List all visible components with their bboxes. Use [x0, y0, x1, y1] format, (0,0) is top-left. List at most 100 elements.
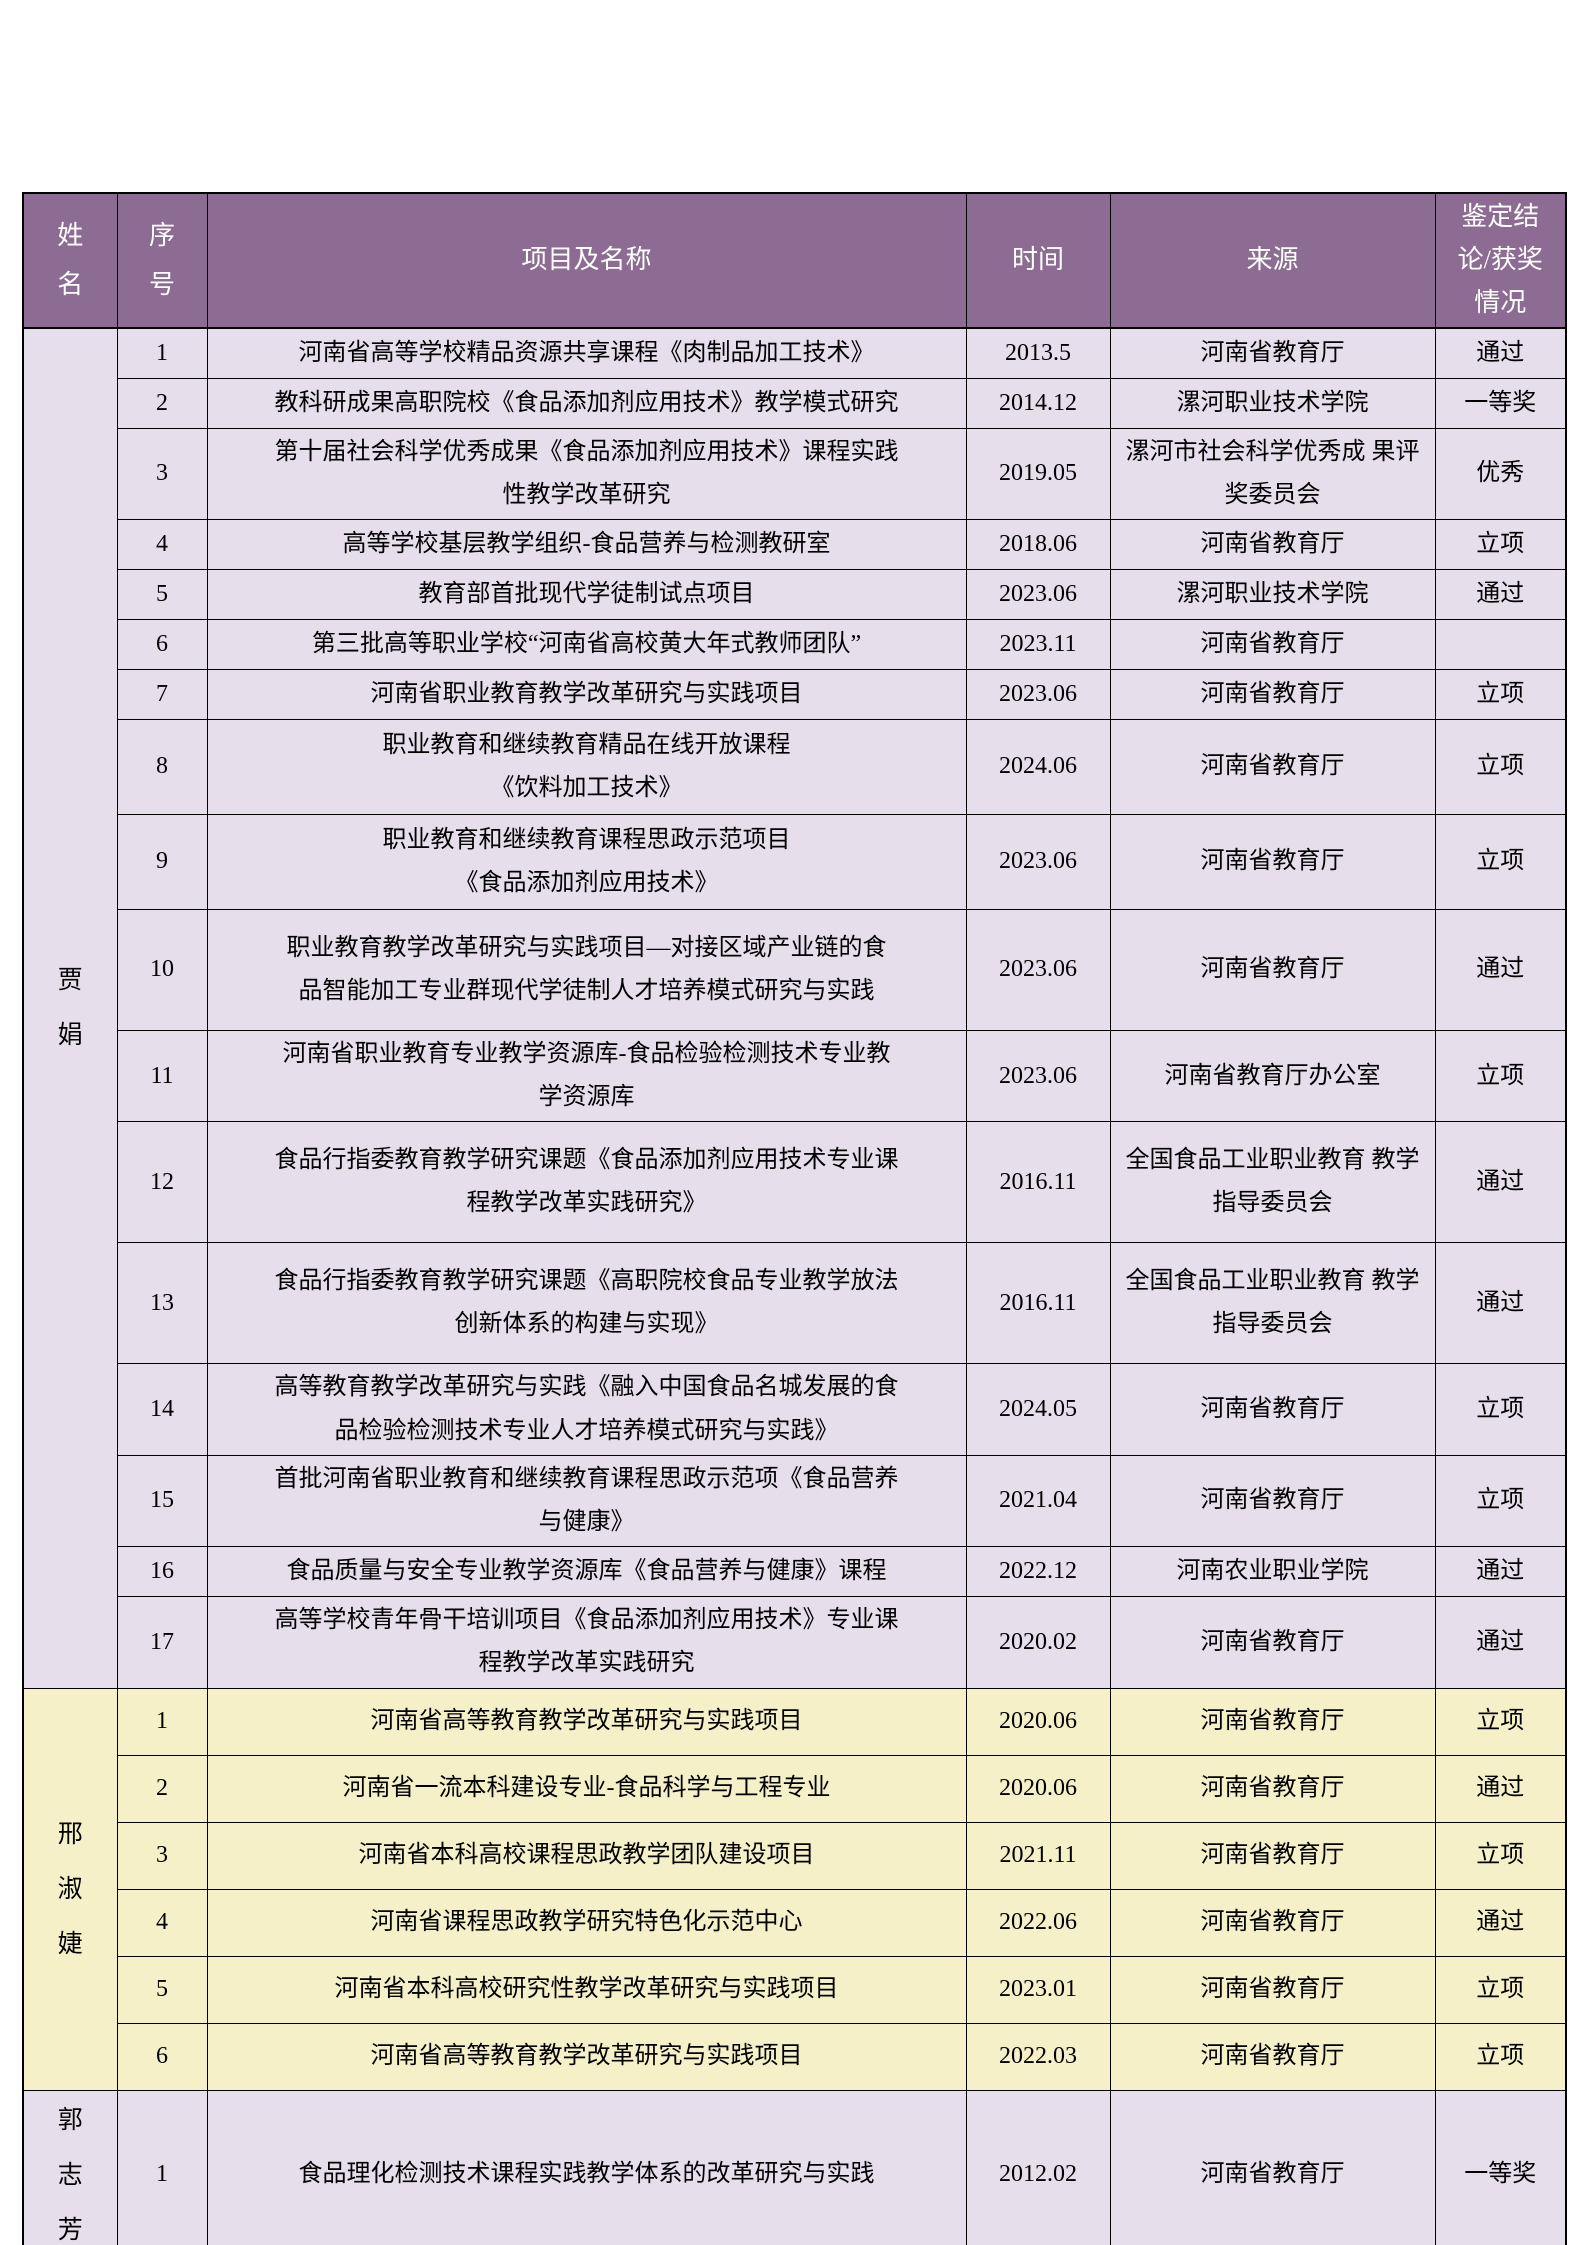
project-result: 通过 — [1434, 1242, 1567, 1365]
project-source: 全国食品工业职业教育 教学指导委员会 — [1109, 1121, 1436, 1244]
project-source: 河南省教育厅 — [1109, 619, 1436, 671]
project-source: 河南省教育厅 — [1109, 1888, 1436, 1957]
project-source: 河南省教育厅办公室 — [1109, 1030, 1436, 1123]
col-header-source: 来源 — [1109, 192, 1436, 329]
person-group-3: 郭志芳 1 食品理化检测技术课程实践教学体系的改革研究与实践 2012.02 河南省教育… — [22, 2089, 1567, 2245]
table-row: 4 河南省课程思政教学研究特色化示范中心 2022.06 河南省教育厅 通过 — [23, 1888, 1567, 1957]
table-row: 10 职业教育教学改革研究与实践项目—对接区域产业链的食 品智能加工专业群现代学徒… — [23, 909, 1567, 1032]
project-title: 食品行指委教育教学研究课题《食品添加剂应用技术专业课 程教学改革实践研究》 — [206, 1121, 967, 1244]
row-number: 17 — [116, 1596, 208, 1689]
projects-table: 姓名 序号 项目及名称 时间 来源 鉴定结论/获奖情况 贾娟 1 河南省高等学校精品… — [22, 192, 1567, 2245]
project-title: 职业教育和继续教育课程思政示范项目 《食品添加剂应用技术》 — [206, 814, 967, 911]
row-number: 4 — [116, 1888, 208, 1957]
project-result: 通过 — [1434, 327, 1567, 379]
project-title: 高等学校青年骨干培训项目《食品添加剂应用技术》专业课 程教学改革实践研究 — [206, 1596, 967, 1689]
project-result: 立项 — [1434, 1363, 1567, 1456]
project-result: 通过 — [1434, 1596, 1567, 1689]
table-row: 3 第十届社会科学优秀成果《食品添加剂应用技术》课程实践 性教学改革研究 2019.… — [23, 427, 1567, 521]
project-source: 漯河职业技术学院 — [1109, 569, 1436, 621]
row-number: 13 — [116, 1242, 208, 1365]
table-row: 14 高等教育教学改革研究与实践《融入中国食品名城发展的食 品检验检测技术专业人才… — [23, 1363, 1567, 1456]
project-title: 职业教育教学改革研究与实践项目—对接区域产业链的食 品智能加工专业群现代学徒制人… — [206, 909, 967, 1032]
project-time: 2024.06 — [965, 719, 1111, 816]
project-source: 河南省教育厅 — [1109, 1754, 1436, 1823]
table-row: 郭志芳 1 食品理化检测技术课程实践教学体系的改革研究与实践 2012.02 河南省教育… — [22, 2089, 1567, 2245]
project-time: 2019.05 — [965, 427, 1111, 521]
row-number: 16 — [116, 1546, 208, 1598]
table-row: 贾娟 1 河南省高等学校精品资源共享课程《肉制品加工技术》 2013.5 河南省教育厅通… — [22, 327, 1567, 1689]
project-source: 河南省教育厅 — [1109, 1596, 1436, 1689]
table-row: 11 河南省职业教育专业教学资源库-食品检验检测技术专业教 学资源库 2023.06… — [23, 1030, 1567, 1123]
table-header: 姓名 序号 项目及名称 时间 来源 鉴定结论/获奖情况 — [22, 192, 1567, 329]
project-result: 通过 — [1434, 569, 1567, 621]
person-name: 郭志芳 — [57, 2106, 83, 2244]
row-number: 1 — [116, 1687, 208, 1756]
col-header-name-label: 姓名 — [57, 220, 84, 300]
row-number: 5 — [116, 1955, 208, 2024]
project-time: 2023.01 — [965, 1955, 1111, 2024]
row-number: 3 — [116, 1821, 208, 1890]
person-name-cell: 郭志芳 — [22, 2089, 118, 2245]
project-result: 通过 — [1434, 909, 1567, 1032]
row-number: 10 — [116, 909, 208, 1032]
project-result: 立项 — [1434, 1821, 1567, 1890]
project-source: 全国食品工业职业教育 教学指导委员会 — [1109, 1242, 1436, 1365]
project-result: 一等奖 — [1434, 2089, 1567, 2245]
project-title: 高等教育教学改革研究与实践《融入中国食品名城发展的食 品检验检测技术专业人才培养… — [206, 1363, 967, 1456]
row-number: 12 — [116, 1121, 208, 1244]
row-number: 15 — [116, 1454, 208, 1548]
table-row: 4 高等学校基层教学组织-食品营养与检测教研室 2018.06 河南省教育厅 立项 — [23, 519, 1567, 571]
project-result: 一等奖 — [1434, 377, 1567, 429]
project-title: 第三批高等职业学校“河南省高校黄大年式教师团队” — [206, 619, 967, 671]
row-number: 7 — [116, 669, 208, 721]
project-result: 优秀 — [1434, 427, 1567, 521]
col-header-name: 姓名 — [22, 192, 118, 329]
project-time: 2021.11 — [965, 1821, 1111, 1890]
project-title: 河南省高等学校精品资源共享课程《肉制品加工技术》 — [206, 327, 967, 379]
project-time: 2023.06 — [965, 1030, 1111, 1123]
table-row: 16 食品质量与安全专业教学资源库《食品营养与健康》课程 2022.12 河南农业职业… — [23, 1546, 1567, 1598]
row-number: 6 — [116, 2022, 208, 2091]
row-number: 1 — [116, 2089, 208, 2245]
project-time: 2023.06 — [965, 569, 1111, 621]
table-row: 邢淑婕 1 河南省高等教育教学改革研究与实践项目 2020.06 河南省教育厅 立项 — [22, 1687, 1567, 2091]
project-source: 河南省教育厅 — [1109, 1955, 1436, 2024]
project-source: 河南省教育厅 — [1109, 719, 1436, 816]
project-result: 立项 — [1434, 719, 1567, 816]
person-group-2: 邢淑婕 1 河南省高等教育教学改革研究与实践项目 2020.06 河南省教育厅 立项 2 河南… — [22, 1687, 1567, 2091]
project-time: 2014.12 — [965, 377, 1111, 429]
project-title: 第十届社会科学优秀成果《食品添加剂应用技术》课程实践 性教学改革研究 — [206, 427, 967, 521]
project-source: 河南省教育厅 — [1109, 2089, 1436, 2245]
col-header-time: 时间 — [965, 192, 1111, 329]
person-name-cell: 邢淑婕 — [22, 1687, 118, 2091]
col-header-no: 序号 — [116, 192, 208, 329]
project-time: 2018.06 — [965, 519, 1111, 571]
project-time: 2020.06 — [965, 1687, 1111, 1756]
row-number: 1 — [116, 327, 208, 379]
row-number: 4 — [116, 519, 208, 571]
table-row: 6 河南省高等教育教学改革研究与实践项目 2022.03 河南省教育厅 立项 — [23, 2022, 1567, 2091]
project-time: 2020.06 — [965, 1754, 1111, 1823]
header-row: 姓名 序号 项目及名称 时间 来源 鉴定结论/获奖情况 — [22, 192, 1567, 329]
project-result: 立项 — [1434, 519, 1567, 571]
table-row: 8 职业教育和继续教育精品在线开放课程 《饮料加工技术》 2024.06 河南省教育厅… — [23, 719, 1567, 816]
project-title: 河南省职业教育专业教学资源库-食品检验检测技术专业教 学资源库 — [206, 1030, 967, 1123]
project-time: 2020.02 — [965, 1596, 1111, 1689]
person-group-1: 贾娟 1 河南省高等学校精品资源共享课程《肉制品加工技术》 2013.5 河南省教育厅通… — [22, 327, 1567, 1689]
table-row: 13 食品行指委教育教学研究课题《高职院校食品专业教学放法 创新体系的构建与实现》… — [23, 1242, 1567, 1365]
project-time: 2022.06 — [965, 1888, 1111, 1957]
project-time: 2016.11 — [965, 1121, 1111, 1244]
project-title: 河南省本科高校研究性教学改革研究与实践项目 — [206, 1955, 967, 2024]
project-source: 河南省教育厅 — [1109, 909, 1436, 1032]
row-number: 11 — [116, 1030, 208, 1123]
project-result: 立项 — [1434, 2022, 1567, 2091]
table-row: 3 河南省本科高校课程思政教学团队建设项目 2021.11 河南省教育厅 立项 — [23, 1821, 1567, 1890]
table-row: 12 食品行指委教育教学研究课题《食品添加剂应用技术专业课 程教学改革实践研究》 2… — [23, 1121, 1567, 1244]
row-number: 5 — [116, 569, 208, 621]
row-number: 2 — [116, 1754, 208, 1823]
project-source: 河南省教育厅 — [1109, 669, 1436, 721]
project-title: 食品行指委教育教学研究课题《高职院校食品专业教学放法 创新体系的构建与实现》 — [206, 1242, 967, 1365]
table-row: 15 首批河南省职业教育和继续教育课程思政示范项《食品营养 与健康》 2021.04… — [23, 1454, 1567, 1548]
project-source: 河南省教育厅 — [1109, 519, 1436, 571]
project-title: 河南省高等教育教学改革研究与实践项目 — [206, 2022, 967, 2091]
